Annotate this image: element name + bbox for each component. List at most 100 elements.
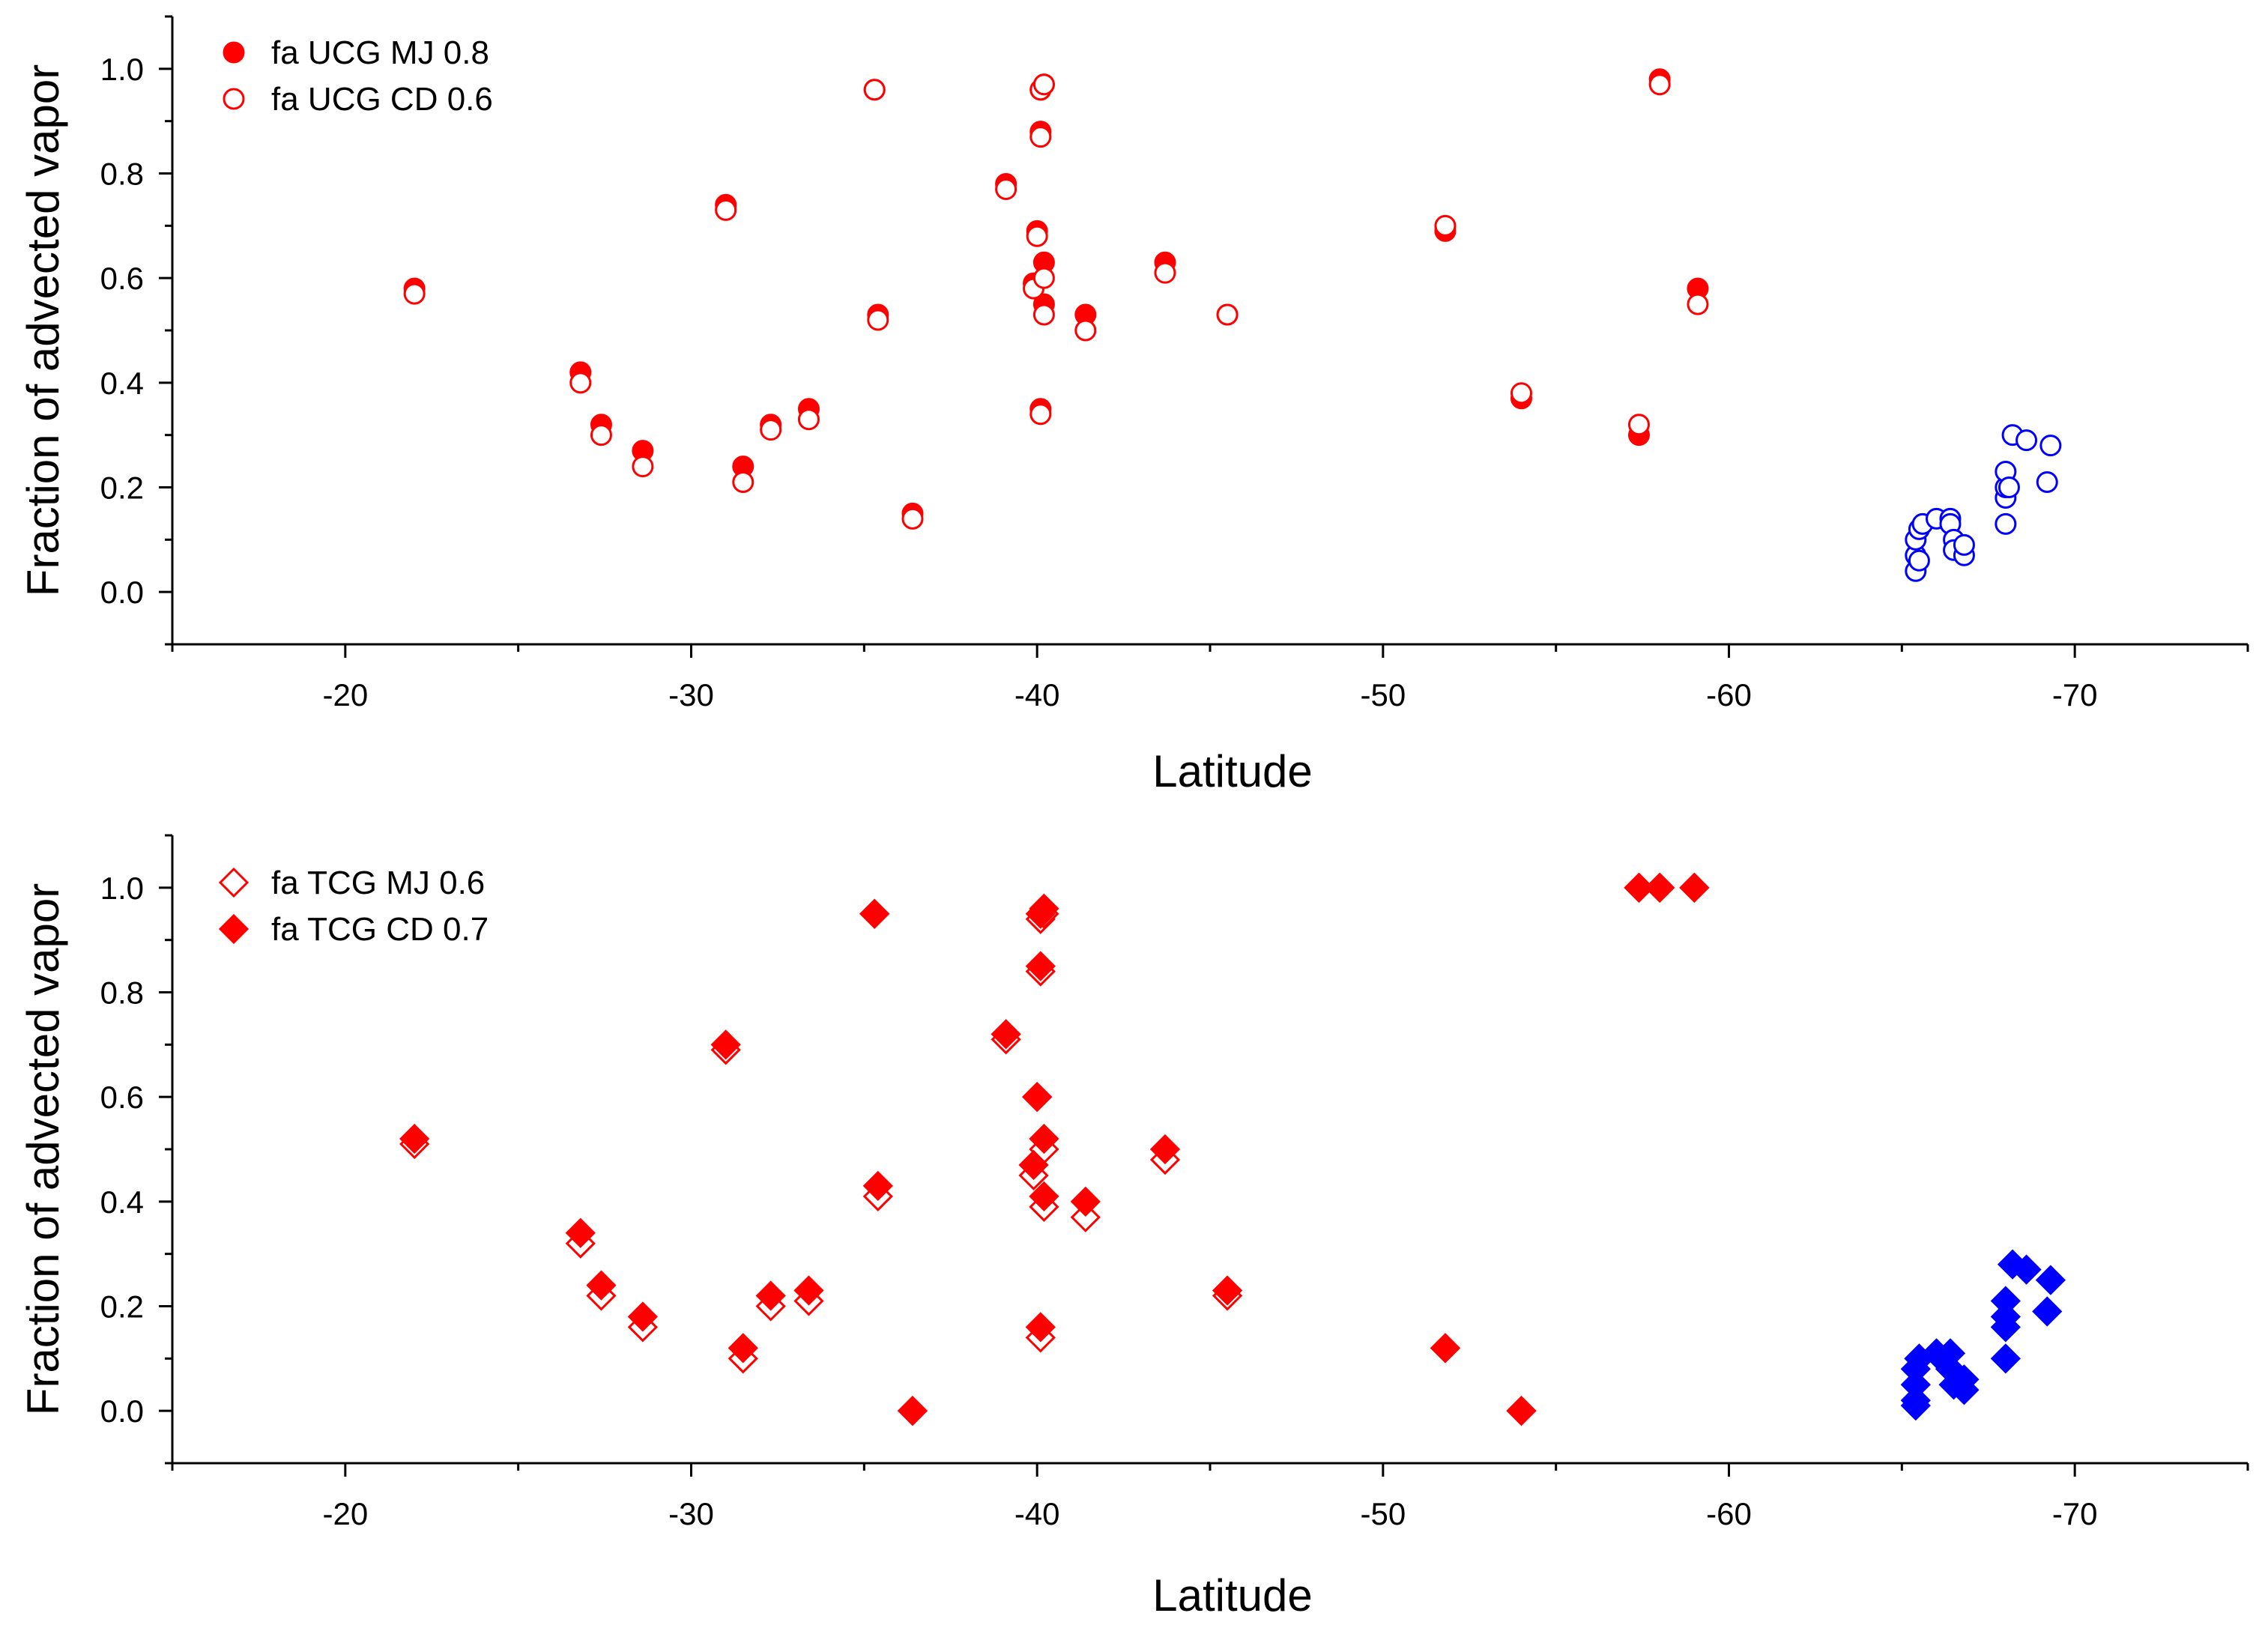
data-point: [1216, 303, 1239, 326]
top-panel: 0.0 0.2 0.4 0.6 0.8 1.0 -20 -30 -40 -50 -60 -70 Lati…: [18, 15, 2249, 796]
data-point: [1025, 951, 1056, 981]
legend-marker: [223, 88, 245, 110]
data-point: [1018, 1149, 1049, 1181]
x-axis-title: Latitude: [1152, 1570, 1313, 1621]
x-tick-label: -50: [1360, 1496, 1406, 1531]
data-point: [995, 178, 1017, 200]
data-point: [1949, 1364, 1980, 1395]
x-tick-label: -70: [2052, 677, 2098, 712]
y-axis-title: Fraction of advected vapor: [18, 64, 68, 596]
x-tick-label: -40: [1014, 1496, 1060, 1531]
data-point: [1434, 214, 1457, 237]
data-point: [1070, 1186, 1101, 1217]
data-point: [1032, 73, 1055, 96]
x-tick-label: -30: [668, 1496, 714, 1531]
data-point: [586, 1270, 617, 1301]
legend: fa UCG MJ 0.8 fa UCG CD 0.6: [223, 34, 493, 118]
x-axis-title: Latitude: [1152, 746, 1313, 796]
data-point: [797, 408, 820, 431]
y-tick-label: 0.4: [100, 366, 144, 401]
data-point: [1627, 414, 1650, 436]
data-point: [399, 1123, 430, 1155]
legend-marker: [223, 41, 245, 64]
series-2: [1900, 1249, 2066, 1421]
data-point: [1430, 1333, 1461, 1364]
series-0: [399, 872, 1710, 1426]
data-point: [862, 1170, 893, 1202]
series-1: [403, 73, 1709, 530]
x-tick-label: -60: [1706, 677, 1752, 712]
data-point: [867, 309, 889, 331]
x-tick-label: -50: [1360, 677, 1406, 712]
y-tick-label: 1.0: [100, 52, 144, 87]
legend-label: fa UCG CD 0.6: [271, 81, 493, 118]
data-point: [1029, 403, 1052, 426]
data-point: [1648, 73, 1671, 96]
data-point: [991, 1019, 1021, 1050]
x-tick-label: -20: [322, 677, 368, 712]
data-point: [2011, 1254, 2042, 1285]
y-axis-title: Fraction of advected vapor: [18, 883, 68, 1415]
x-tick-label: -20: [322, 1496, 368, 1531]
data-point: [1679, 872, 1710, 903]
legend-label: fa TCG MJ 0.6: [271, 865, 485, 901]
data-point: [1070, 1202, 1101, 1232]
x-tick-label: -40: [1014, 677, 1060, 712]
legend-label: fa UCG MJ 0.8: [271, 34, 489, 71]
legend-label: fa TCG CD 0.7: [271, 911, 489, 948]
data-point: [2039, 435, 2062, 457]
data-point: [901, 507, 924, 530]
legend-marker: [218, 867, 250, 898]
data-point: [1990, 1286, 2021, 1316]
data-point: [1511, 382, 1532, 405]
data-point: [1900, 1370, 1931, 1400]
y-tick-label: 0.8: [100, 157, 144, 192]
series-1: [399, 872, 1710, 1426]
y-tick-label: 0.6: [100, 1080, 144, 1115]
data-point: [1149, 1134, 1181, 1165]
data-point: [1624, 872, 1654, 903]
y-tick-label: 0.0: [100, 575, 144, 610]
data-point: [1032, 267, 1055, 289]
data-point: [1506, 1396, 1537, 1426]
x-tick-label: -60: [1706, 1496, 1752, 1531]
x-tick-label: -30: [668, 677, 714, 712]
data-point: [590, 424, 612, 447]
data-point: [1687, 293, 1709, 315]
data-point: [627, 1301, 658, 1332]
data-point: [897, 1396, 928, 1426]
data-point: [1029, 1123, 1059, 1155]
data-point: [569, 372, 592, 394]
data-point: [859, 898, 890, 929]
y-tick-label: 0.2: [100, 1289, 144, 1325]
series-2: [1905, 424, 2062, 582]
data-point: [1953, 533, 1975, 556]
series-0: [403, 68, 1709, 524]
y-tick-label: 0.6: [100, 261, 144, 296]
data-point: [2016, 429, 2038, 452]
data-point: [732, 471, 755, 494]
data-point: [1025, 1312, 1056, 1343]
data-point: [1022, 1082, 1053, 1113]
data-point: [2035, 1265, 2066, 1295]
data-point: [1029, 126, 1052, 148]
data-point: [1900, 1385, 1931, 1416]
data-point: [760, 419, 782, 441]
y-tick-label: 1.0: [100, 871, 144, 906]
data-point: [1998, 476, 2020, 498]
data-point: [728, 1333, 758, 1364]
data-point: [632, 456, 654, 478]
legend: fa TCG MJ 0.6 fa TCG CD 0.7: [218, 865, 489, 948]
data-point: [1029, 1181, 1059, 1211]
data-point: [2036, 471, 2058, 494]
data-point: [1032, 303, 1055, 326]
data-point: [1074, 319, 1097, 342]
data-point: [1908, 549, 1930, 572]
y-tick-label: 0.0: [100, 1394, 144, 1429]
data-point: [715, 199, 737, 221]
data-point: [2032, 1296, 2063, 1327]
data-point: [1990, 1301, 2021, 1332]
data-point: [1995, 512, 2017, 535]
data-point: [710, 1029, 741, 1060]
